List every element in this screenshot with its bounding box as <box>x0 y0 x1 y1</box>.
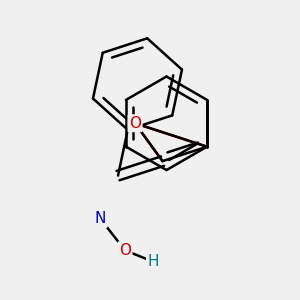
Text: O: O <box>129 116 141 131</box>
Text: O: O <box>119 243 131 258</box>
Text: H: H <box>147 254 159 269</box>
Text: N: N <box>95 212 106 226</box>
